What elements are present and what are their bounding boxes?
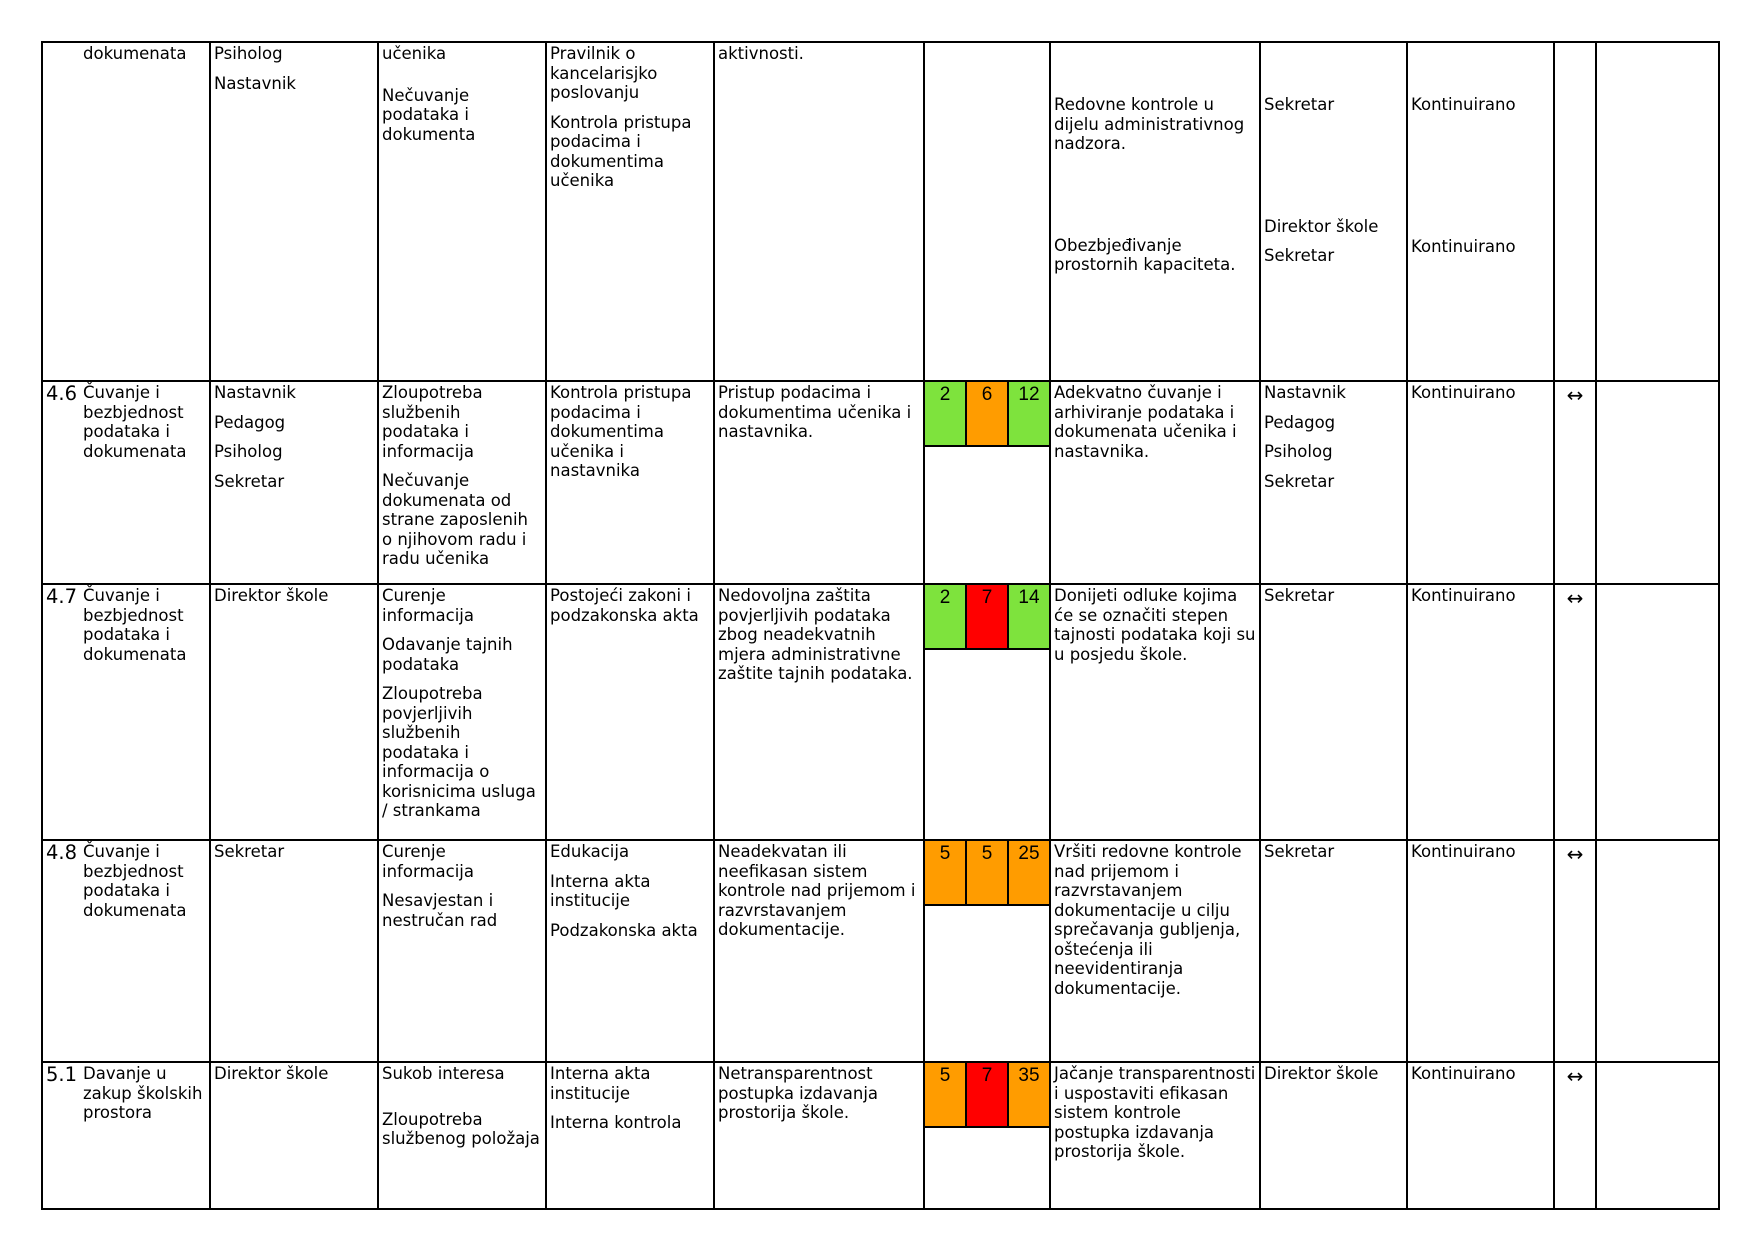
deadline-cell: Kontinuirano bbox=[1406, 583, 1555, 841]
responsible-cell: Direktor škole bbox=[209, 583, 379, 841]
note-cell bbox=[1595, 583, 1720, 841]
controls-cell: Postojeći zakoni i podzakonska akta bbox=[545, 583, 715, 841]
probability-score: 5 bbox=[926, 1064, 965, 1126]
impact-score: 5 bbox=[965, 842, 1007, 904]
total-score: 14 bbox=[1007, 586, 1048, 648]
owner-cell: Nastavnik Pedagog Psiholog Sekretar bbox=[1259, 380, 1408, 585]
responsible-cell: Psiholog Nastavnik bbox=[209, 41, 379, 382]
row-id: 4.7 bbox=[46, 585, 78, 608]
controls-cell: Edukacija Interna akta institucije Podza… bbox=[545, 839, 715, 1063]
trend-arrow-icon: ↔ bbox=[1566, 842, 1584, 866]
risks-cell: Sukob interesa Zloupotreba službenog pol… bbox=[377, 1061, 547, 1210]
table-row: 4.7 Čuvanje i bezbjednost podataka i dok… bbox=[41, 583, 1720, 841]
trend-cell: ↔ bbox=[1553, 1061, 1597, 1210]
table-row: 4.8 Čuvanje i bezbjednost podataka i dok… bbox=[41, 839, 1720, 1063]
risk-score-group: 5 5 25 bbox=[926, 842, 1048, 906]
row-id: 5.1 bbox=[46, 1063, 78, 1086]
risk-score-group: 5 7 35 bbox=[926, 1064, 1048, 1128]
probability-score: 2 bbox=[926, 383, 965, 445]
row-id: 4.6 bbox=[46, 382, 78, 405]
score-cell: 5 7 35 bbox=[923, 1061, 1051, 1210]
table-row: 4.6 Čuvanje i bezbjednost podataka i dok… bbox=[41, 380, 1720, 585]
score-cell bbox=[923, 41, 1051, 382]
note-cell bbox=[1595, 41, 1720, 382]
area-cell: 4.6 Čuvanje i bezbjednost podataka i dok… bbox=[41, 380, 211, 585]
trend-cell: ↔ bbox=[1553, 839, 1597, 1063]
owner-cell: Direktor škole bbox=[1259, 1061, 1408, 1210]
deadline-cell: Kontinuirano bbox=[1406, 1061, 1555, 1210]
trend-arrow-icon: ↔ bbox=[1566, 586, 1584, 610]
measure-cell: Vršiti redovne kontrole nad prijemom i r… bbox=[1049, 839, 1261, 1063]
table-row-continuation: dokumenata Psiholog Nastavnik učenika Ne… bbox=[41, 41, 1720, 382]
table-row: 5.1 Davanje u zakup školskih prostora Di… bbox=[41, 1061, 1720, 1210]
deadline-cell: Kontinuirano bbox=[1406, 839, 1555, 1063]
trend-arrow-icon: ↔ bbox=[1566, 1064, 1584, 1088]
probability-score: 5 bbox=[926, 842, 965, 904]
score-cell: 2 7 14 bbox=[923, 583, 1051, 841]
measure-cell: Adekvatno čuvanje i arhiviranje podataka… bbox=[1049, 380, 1261, 585]
risk-score-group: 2 7 14 bbox=[926, 586, 1048, 650]
probability-score: 2 bbox=[926, 586, 965, 648]
trend-cell: ↔ bbox=[1553, 583, 1597, 841]
controls-cell: Interna akta institucije Interna kontrol… bbox=[545, 1061, 715, 1210]
owner-cell: Sekretar bbox=[1259, 839, 1408, 1063]
cause-cell: Netransparentnost postupka izdavanja pro… bbox=[713, 1061, 925, 1210]
deadline-cell: Kontinuirano bbox=[1406, 380, 1555, 585]
row-id: 4.8 bbox=[46, 841, 78, 864]
impact-score: 7 bbox=[965, 1064, 1007, 1126]
score-cell: 5 5 25 bbox=[923, 839, 1051, 1063]
area-cell: 5.1 Davanje u zakup školskih prostora bbox=[41, 1061, 211, 1210]
risks-cell: Zloupotreba službenih podataka i informa… bbox=[377, 380, 547, 585]
measure-cell: Redovne kontrole u dijelu administrativn… bbox=[1049, 41, 1261, 382]
score-cell: 2 6 12 bbox=[923, 380, 1051, 585]
trend-cell bbox=[1553, 41, 1597, 382]
measure-cell: Jačanje transparentnosti i uspostaviti e… bbox=[1049, 1061, 1261, 1210]
impact-score: 7 bbox=[965, 586, 1007, 648]
area-cell: dokumenata bbox=[41, 41, 211, 382]
trend-arrow-icon: ↔ bbox=[1566, 383, 1584, 407]
risks-cell: učenika Nečuvanje podataka i dokumenta bbox=[377, 41, 547, 382]
cause-cell: Pristup podacima i dokumentima učenika i… bbox=[713, 380, 925, 585]
owner-cell: Sekretar Direktor škole Sekretar bbox=[1259, 41, 1408, 382]
risk-score-group: 2 6 12 bbox=[926, 383, 1048, 447]
trend-cell: ↔ bbox=[1553, 380, 1597, 585]
controls-cell: Kontrola pristupa podacima i dokumentima… bbox=[545, 380, 715, 585]
deadline-cell: Kontinuirano Kontinuirano bbox=[1406, 41, 1555, 382]
total-score: 35 bbox=[1007, 1064, 1048, 1126]
area-cell: 4.7 Čuvanje i bezbjednost podataka i dok… bbox=[41, 583, 211, 841]
measure-cell: Donijeti odluke kojima će se označiti st… bbox=[1049, 583, 1261, 841]
responsible-cell: Direktor škole bbox=[209, 1061, 379, 1210]
responsible-cell: Sekretar bbox=[209, 839, 379, 1063]
cause-cell: Nedovoljna zaštita povjerljivih podataka… bbox=[713, 583, 925, 841]
note-cell bbox=[1595, 839, 1720, 1063]
total-score: 25 bbox=[1007, 842, 1048, 904]
owner-cell: Sekretar bbox=[1259, 583, 1408, 841]
responsible-cell: Nastavnik Pedagog Psiholog Sekretar bbox=[209, 380, 379, 585]
risks-cell: Curenje informacija Nesavjestan i nestru… bbox=[377, 839, 547, 1063]
total-score: 12 bbox=[1007, 383, 1048, 445]
impact-score: 6 bbox=[965, 383, 1007, 445]
cause-cell: aktivnosti. bbox=[713, 41, 925, 382]
area-cell: 4.8 Čuvanje i bezbjednost podataka i dok… bbox=[41, 839, 211, 1063]
note-cell bbox=[1595, 1061, 1720, 1210]
note-cell bbox=[1595, 380, 1720, 585]
cause-cell: Neadekvatan ili neefikasan sistem kontro… bbox=[713, 839, 925, 1063]
risk-register-table: dokumenata Psiholog Nastavnik učenika Ne… bbox=[41, 41, 1720, 1210]
controls-cell: Pravilnik o kancelarisjko poslovanju Kon… bbox=[545, 41, 715, 382]
risks-cell: Curenje informacija Odavanje tajnih poda… bbox=[377, 583, 547, 841]
